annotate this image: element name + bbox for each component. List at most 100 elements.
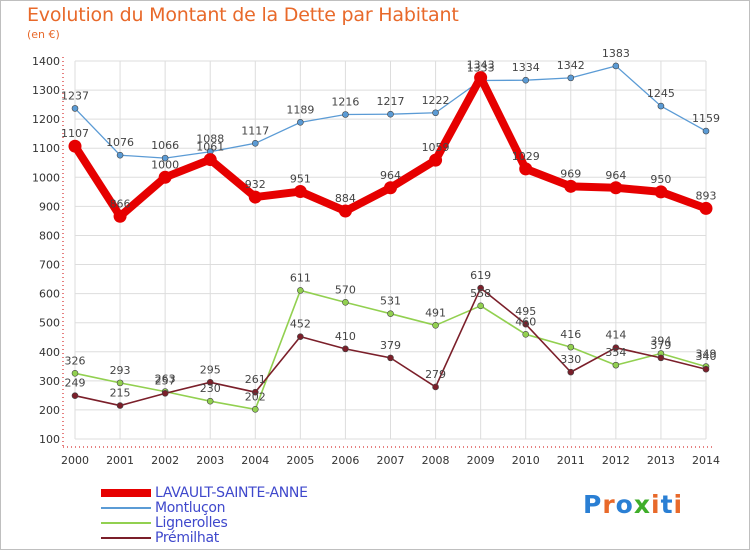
data-label-2-12: 354 [605,346,626,359]
data-point-1-12 [612,62,620,70]
y-tick-label: 1000 [32,171,60,184]
data-point-0-5 [293,185,307,199]
data-label-3-11: 330 [560,353,581,366]
data-point-1-8 [432,109,439,117]
y-tick-label: 400 [39,346,60,359]
data-label-2-3: 230 [200,382,221,395]
logo-letter: P [583,490,603,519]
data-label-2-11: 416 [560,328,581,341]
x-tick-label: 2004 [241,454,269,467]
data-label-2-10: 460 [515,315,536,328]
data-label-0-13: 950 [650,173,671,186]
data-label-0-10: 1029 [512,150,540,163]
y-tick-label: 1300 [32,84,60,97]
y-tick-label: 900 [39,200,60,213]
data-label-0-9: 1343 [467,59,495,72]
y-tick-label: 1400 [32,55,60,68]
data-label-3-0: 249 [65,377,86,390]
x-tick-label: 2011 [557,454,585,467]
data-label-3-12: 414 [605,329,626,342]
x-tick-label: 2010 [512,454,540,467]
legend-swatch-lignerolles [101,522,151,524]
y-tick-label: 700 [39,259,60,272]
data-point-1-6 [342,111,349,118]
data-label-3-6: 410 [335,330,356,343]
y-tick-label: 100 [39,433,60,446]
data-label-1-3: 1088 [196,133,224,146]
x-tick-label: 2006 [331,454,359,467]
data-point-1-14 [702,127,710,135]
legend-item-lignerolles: Lignerolles [101,515,228,531]
data-label-2-5: 611 [290,271,311,284]
legend-item-lavault: LAVAULT-SAINTE-ANNE [101,485,308,501]
data-label-0-11: 969 [560,167,581,180]
data-label-1-4: 1117 [241,124,269,137]
data-label-0-1: 866 [110,197,131,210]
proxiti-logo: Proxiti [583,490,683,519]
logo-letter: x [633,490,651,519]
data-label-0-8: 1059 [422,141,450,154]
data-point-3-9 [477,284,484,292]
data-label-1-13: 1245 [647,87,675,100]
data-label-0-2: 1000 [151,158,179,171]
x-tick-label: 2000 [61,454,89,467]
data-point-3-3 [206,378,214,386]
logo-letter: i [651,490,661,519]
data-point-0-8 [429,153,443,167]
data-label-0-3: 1061 [196,141,224,154]
data-point-3-1 [116,402,124,409]
data-label-1-2: 1066 [151,139,179,152]
y-tick-label: 200 [39,404,60,417]
data-point-2-5 [297,287,304,294]
data-label-1-14: 1159 [692,112,720,125]
data-label-1-8: 1222 [422,94,450,107]
data-label-0-6: 884 [335,192,356,205]
data-point-2-10 [522,331,530,338]
series-3 [71,284,710,409]
data-label-1-9: 1333 [467,61,495,74]
legend-label-montlucon: Montluçon [155,500,226,516]
x-tick-label: 2012 [602,454,630,467]
chart-subtitle: (en €) [27,28,60,41]
data-point-1-11 [567,74,575,82]
data-point-0-2 [158,170,172,184]
data-label-0-7: 964 [380,169,401,182]
series-2 [71,287,710,413]
series-layer [68,62,713,413]
data-label-3-9: 619 [470,269,491,282]
y-tick-label: 500 [39,317,60,330]
x-tick-label: 2008 [422,454,450,467]
legend-swatch-premilhat [101,537,151,539]
data-point-3-7 [387,354,394,362]
data-label-3-13: 379 [650,339,671,352]
legend-label-lignerolles: Lignerolles [155,515,228,531]
data-point-2-3 [206,397,214,405]
data-point-2-7 [387,310,394,317]
data-label-3-10: 495 [515,305,536,318]
logo-letter: o [615,490,634,519]
legend-item-premilhat: Prémilhat [101,530,219,546]
data-point-3-5 [297,333,304,340]
data-label-3-7: 379 [380,339,401,352]
data-point-2-0 [71,369,79,377]
data-point-2-9 [477,302,484,310]
data-label-3-2: 257 [155,374,176,387]
data-label-0-12: 964 [605,169,626,182]
x-tick-label: 2014 [692,454,720,467]
data-point-0-0 [68,139,82,153]
data-label-1-0: 1237 [61,89,89,102]
data-point-1-7 [387,110,394,118]
data-label-2-6: 570 [335,283,356,296]
data-label-3-3: 295 [200,363,221,376]
data-label-0-14: 893 [696,189,717,202]
data-point-0-11 [564,179,578,193]
data-point-0-12 [609,181,623,195]
data-label-2-8: 491 [425,306,446,319]
data-label-2-13: 394 [650,335,671,348]
data-point-1-0 [71,105,79,112]
data-point-1-10 [522,76,530,84]
data-label-2-9: 558 [470,287,491,300]
data-point-3-11 [567,368,575,376]
data-point-0-14 [699,201,713,215]
legend-swatch-montlucon [101,507,151,509]
